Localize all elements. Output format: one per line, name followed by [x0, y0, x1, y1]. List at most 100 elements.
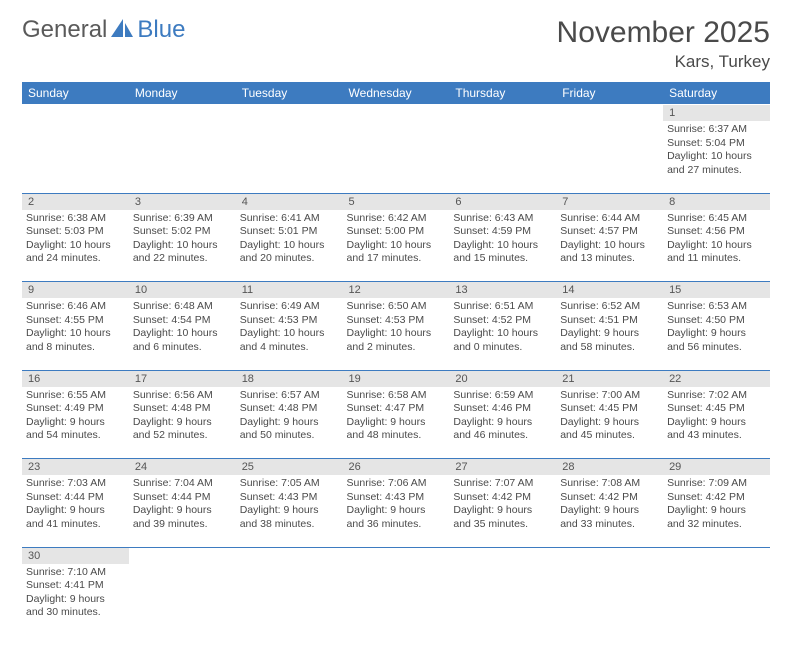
sunset-text: Sunset: 4:52 PM — [453, 314, 552, 328]
sunrise-text: Sunrise: 7:09 AM — [667, 477, 766, 491]
cell-content: Sunrise: 6:55 AMSunset: 4:49 PMDaylight:… — [26, 389, 125, 444]
daylight-text: Daylight: 9 hours and 45 minutes. — [560, 416, 659, 443]
sunrise-text: Sunrise: 7:04 AM — [133, 477, 232, 491]
day-number-cell: 29 — [663, 459, 770, 476]
sunset-text: Sunset: 4:49 PM — [26, 402, 125, 416]
day-number-cell — [449, 547, 556, 564]
cell-content: Sunrise: 6:56 AMSunset: 4:48 PMDaylight:… — [133, 389, 232, 444]
sunrise-text: Sunrise: 6:56 AM — [133, 389, 232, 403]
sunrise-text: Sunrise: 7:05 AM — [240, 477, 339, 491]
cell-content: Sunrise: 6:44 AMSunset: 4:57 PMDaylight:… — [560, 212, 659, 267]
sunrise-text: Sunrise: 6:37 AM — [667, 123, 766, 137]
calendar-cell: Sunrise: 7:03 AMSunset: 4:44 PMDaylight:… — [22, 475, 129, 547]
sunset-text: Sunset: 4:46 PM — [453, 402, 552, 416]
sunrise-text: Sunrise: 6:44 AM — [560, 212, 659, 226]
sunrise-text: Sunrise: 6:39 AM — [133, 212, 232, 226]
sunrise-text: Sunrise: 6:50 AM — [347, 300, 446, 314]
day-number-cell: 18 — [236, 370, 343, 387]
calendar-cell: Sunrise: 7:05 AMSunset: 4:43 PMDaylight:… — [236, 475, 343, 547]
cell-content: Sunrise: 6:48 AMSunset: 4:54 PMDaylight:… — [133, 300, 232, 355]
calendar-cell: Sunrise: 6:39 AMSunset: 5:02 PMDaylight:… — [129, 210, 236, 282]
calendar-cell: Sunrise: 6:56 AMSunset: 4:48 PMDaylight:… — [129, 387, 236, 459]
sunrise-text: Sunrise: 6:53 AM — [667, 300, 766, 314]
day-number-cell: 30 — [22, 547, 129, 564]
sunset-text: Sunset: 5:01 PM — [240, 225, 339, 239]
calendar-cell: Sunrise: 7:07 AMSunset: 4:42 PMDaylight:… — [449, 475, 556, 547]
sunset-text: Sunset: 4:53 PM — [347, 314, 446, 328]
day-number-cell: 15 — [663, 282, 770, 299]
cell-content: Sunrise: 6:42 AMSunset: 5:00 PMDaylight:… — [347, 212, 446, 267]
calendar-cell — [236, 564, 343, 636]
day-number-cell: 6 — [449, 193, 556, 210]
sunset-text: Sunset: 4:54 PM — [133, 314, 232, 328]
calendar-cell: Sunrise: 6:48 AMSunset: 4:54 PMDaylight:… — [129, 298, 236, 370]
daylight-text: Daylight: 10 hours and 15 minutes. — [453, 239, 552, 266]
calendar-cell — [449, 121, 556, 193]
sunrise-text: Sunrise: 7:08 AM — [560, 477, 659, 491]
day-number-cell: 11 — [236, 282, 343, 299]
sunrise-text: Sunrise: 6:55 AM — [26, 389, 125, 403]
sunrise-text: Sunrise: 7:00 AM — [560, 389, 659, 403]
calendar-cell: Sunrise: 6:44 AMSunset: 4:57 PMDaylight:… — [556, 210, 663, 282]
day-number-cell: 16 — [22, 370, 129, 387]
day-number-cell: 17 — [129, 370, 236, 387]
sunset-text: Sunset: 4:42 PM — [560, 491, 659, 505]
day-number-cell — [663, 547, 770, 564]
sunset-text: Sunset: 4:43 PM — [240, 491, 339, 505]
calendar-cell: Sunrise: 6:58 AMSunset: 4:47 PMDaylight:… — [343, 387, 450, 459]
day-header: Friday — [556, 82, 663, 105]
daylight-text: Daylight: 9 hours and 56 minutes. — [667, 327, 766, 354]
sail-icon — [109, 17, 135, 44]
page: General Blue November 2025 Kars, Turkey … — [0, 0, 792, 652]
page-title: November 2025 — [557, 16, 770, 50]
day-number-cell: 4 — [236, 193, 343, 210]
cell-content: Sunrise: 7:03 AMSunset: 4:44 PMDaylight:… — [26, 477, 125, 532]
cell-content: Sunrise: 6:57 AMSunset: 4:48 PMDaylight:… — [240, 389, 339, 444]
daylight-text: Daylight: 9 hours and 35 minutes. — [453, 504, 552, 531]
cell-content: Sunrise: 6:39 AMSunset: 5:02 PMDaylight:… — [133, 212, 232, 267]
cell-content: Sunrise: 6:50 AMSunset: 4:53 PMDaylight:… — [347, 300, 446, 355]
daylight-text: Daylight: 9 hours and 52 minutes. — [133, 416, 232, 443]
day-number-cell: 10 — [129, 282, 236, 299]
calendar-body: 1Sunrise: 6:37 AMSunset: 5:04 PMDaylight… — [22, 105, 770, 636]
calendar-cell — [343, 564, 450, 636]
day-number-cell: 5 — [343, 193, 450, 210]
sunset-text: Sunset: 5:02 PM — [133, 225, 232, 239]
day-number-cell — [129, 547, 236, 564]
daylight-text: Daylight: 9 hours and 30 minutes. — [26, 593, 125, 620]
logo-text-general: General — [22, 16, 107, 44]
cell-content: Sunrise: 6:43 AMSunset: 4:59 PMDaylight:… — [453, 212, 552, 267]
daylight-text: Daylight: 9 hours and 33 minutes. — [560, 504, 659, 531]
daylight-text: Daylight: 10 hours and 0 minutes. — [453, 327, 552, 354]
sunset-text: Sunset: 4:42 PM — [453, 491, 552, 505]
cell-content: Sunrise: 6:53 AMSunset: 4:50 PMDaylight:… — [667, 300, 766, 355]
sunset-text: Sunset: 4:50 PM — [667, 314, 766, 328]
day-number-cell — [22, 105, 129, 122]
calendar-cell: Sunrise: 6:59 AMSunset: 4:46 PMDaylight:… — [449, 387, 556, 459]
cell-content: Sunrise: 7:04 AMSunset: 4:44 PMDaylight:… — [133, 477, 232, 532]
cell-content: Sunrise: 7:06 AMSunset: 4:43 PMDaylight:… — [347, 477, 446, 532]
sunrise-text: Sunrise: 6:45 AM — [667, 212, 766, 226]
daylight-text: Daylight: 10 hours and 13 minutes. — [560, 239, 659, 266]
sunrise-text: Sunrise: 6:38 AM — [26, 212, 125, 226]
cell-content: Sunrise: 6:37 AMSunset: 5:04 PMDaylight:… — [667, 123, 766, 178]
sunset-text: Sunset: 4:47 PM — [347, 402, 446, 416]
daylight-text: Daylight: 9 hours and 48 minutes. — [347, 416, 446, 443]
sunset-text: Sunset: 4:44 PM — [133, 491, 232, 505]
cell-content: Sunrise: 7:07 AMSunset: 4:42 PMDaylight:… — [453, 477, 552, 532]
sunset-text: Sunset: 4:53 PM — [240, 314, 339, 328]
day-number-cell: 25 — [236, 459, 343, 476]
daylight-text: Daylight: 9 hours and 32 minutes. — [667, 504, 766, 531]
daylight-text: Daylight: 9 hours and 36 minutes. — [347, 504, 446, 531]
calendar-cell — [129, 564, 236, 636]
daylight-text: Daylight: 9 hours and 46 minutes. — [453, 416, 552, 443]
day-number-cell: 12 — [343, 282, 450, 299]
calendar-cell — [663, 564, 770, 636]
cell-content: Sunrise: 7:05 AMSunset: 4:43 PMDaylight:… — [240, 477, 339, 532]
day-number-cell: 2 — [22, 193, 129, 210]
day-number-cell: 20 — [449, 370, 556, 387]
day-number-cell: 24 — [129, 459, 236, 476]
daylight-text: Daylight: 9 hours and 41 minutes. — [26, 504, 125, 531]
calendar-cell — [22, 121, 129, 193]
page-subtitle: Kars, Turkey — [557, 52, 770, 72]
